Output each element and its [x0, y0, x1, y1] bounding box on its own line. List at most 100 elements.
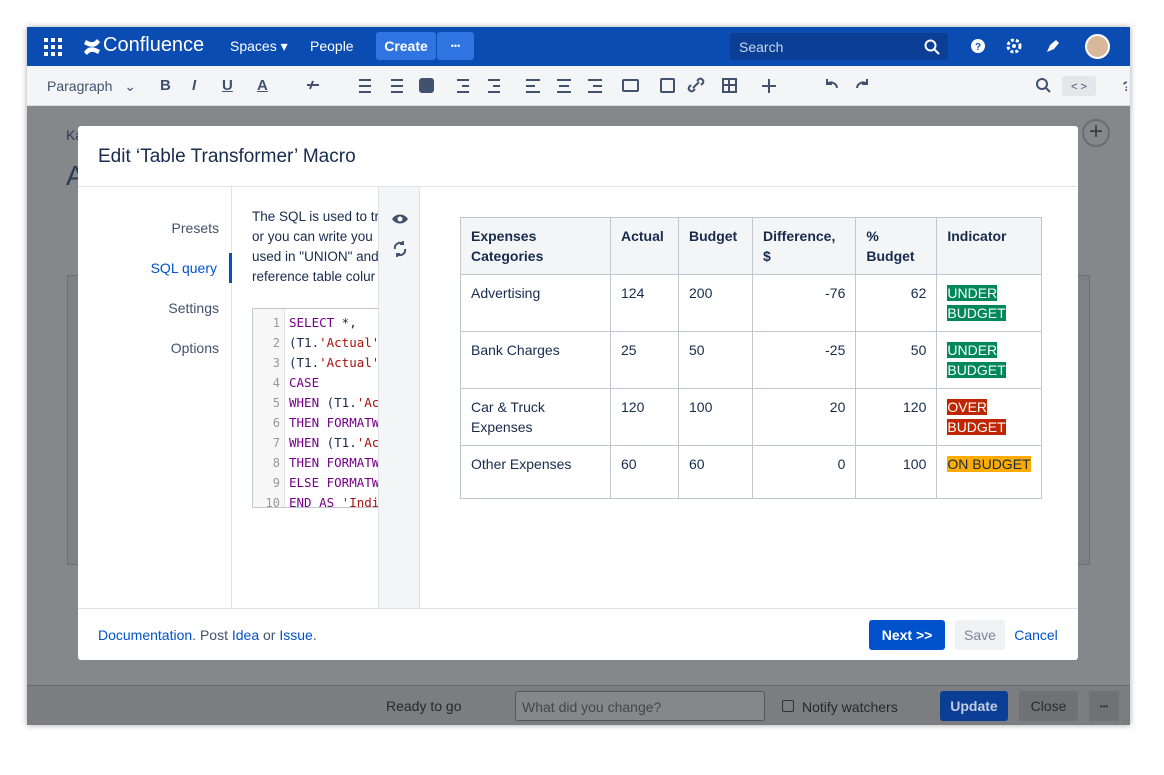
menu-item[interactable]: Options [170, 340, 219, 356]
create-button[interactable]: Create [376, 32, 436, 60]
close-button[interactable]: Close [1019, 691, 1078, 721]
preview-tools [378, 187, 420, 608]
logo-icon [84, 39, 100, 55]
underline-button[interactable]: U [222, 77, 233, 94]
menu-item[interactable]: Settings [168, 300, 219, 316]
line-number: 2 [272, 336, 280, 350]
table-cell: Advertising [460, 274, 611, 332]
header-cell: % Budget [855, 217, 938, 275]
code-token: FORMATW [319, 455, 378, 470]
create-more[interactable]: ••• [437, 32, 474, 60]
nav-spaces[interactable]: Spaces ▾ [230, 38, 288, 54]
footer-link[interactable]: Documentation [98, 627, 193, 643]
menu-item[interactable]: SQL query [151, 253, 232, 283]
table-row: Advertising 124 200 -76 62 UNDER BUDGET [460, 274, 1043, 332]
search-box[interactable]: Search [730, 33, 948, 60]
more-button[interactable]: ••• [1089, 691, 1119, 721]
table-row: Bank Charges 25 50 -25 50 UNDER BUDGET [460, 331, 1043, 389]
add-button[interactable]: + [1082, 119, 1110, 147]
code-text: END AS 'Indi [289, 493, 378, 508]
tool-icons[interactable] [391, 211, 409, 261]
description-line: reference table colur [252, 269, 376, 284]
table-cell: Other Expenses [460, 445, 611, 499]
app-switcher[interactable] [44, 38, 62, 56]
table-cell: -76 [751, 274, 857, 332]
status-badge: ON BUDGET [947, 456, 1031, 472]
footer-text: . [312, 627, 317, 643]
svg-text:< >: < > [1071, 81, 1087, 93]
notify-checkbox[interactable] [782, 700, 794, 712]
table-row: Other Expenses 60 60 0 100 ON BUDGET [460, 445, 1043, 499]
paragraph-select[interactable]: Paragraph ⌄ [47, 78, 137, 94]
code-token: 'Ac [356, 435, 378, 450]
code-line: 6 THEN FORMATW [253, 413, 378, 433]
macro-dialog: Edit ‘Table Transformer’ Macro Presets SQ… [78, 126, 1078, 660]
indicator-cell: UNDER BUDGET [936, 331, 1043, 389]
toolbar-icons[interactable]: < > ? [307, 76, 1127, 96]
code-token: ELSE [289, 475, 320, 490]
code-line: 1 SELECT *, [253, 313, 378, 333]
code-token: THEN [289, 415, 320, 430]
status: Ready to go [386, 698, 462, 714]
code-token: SELECT [289, 315, 335, 330]
line-number: 4 [272, 376, 280, 390]
table-cell: 62 [855, 274, 938, 332]
next-button[interactable]: Next >> [869, 620, 945, 650]
code-line: 10 END AS 'Indi [253, 493, 378, 508]
table-cell: 100 [678, 388, 753, 446]
line-number: 3 [272, 356, 280, 370]
table-cell: 100 [855, 445, 938, 499]
top-icons[interactable]: ? [970, 38, 1070, 56]
table-cell: 25 [610, 331, 679, 389]
cancel-button[interactable]: Cancel [1014, 627, 1058, 643]
code-token: (T1. [319, 395, 357, 410]
side-menu: Presets SQL query Settings Options [78, 187, 232, 608]
table-cell: 124 [610, 274, 679, 332]
code-token: WHEN [289, 395, 320, 410]
dialog-title: Edit ‘Table Transformer’ Macro [98, 146, 356, 167]
table-cell: 60 [678, 445, 753, 499]
header-cell: Difference, $ [751, 217, 857, 275]
nav-label: Spaces [230, 38, 277, 54]
update-button[interactable]: Update [940, 691, 1008, 721]
code-text: WHEN (T1.'Ac [289, 433, 378, 453]
menu-item[interactable]: Presets [171, 220, 219, 236]
code-token: 'Actual' [319, 355, 378, 370]
search-icon [924, 39, 940, 55]
change-input[interactable]: What did you change? [515, 691, 765, 721]
code-lines: 1 SELECT *, 2 (T1.'Actual' 3 (T1.'Actual' 4 CAS… [253, 313, 378, 508]
bold-button[interactable]: B [160, 77, 171, 94]
code-token: CASE [289, 375, 320, 390]
line-number: 10 [265, 496, 280, 508]
gutter [253, 309, 285, 507]
code-token: FORMATW [319, 475, 378, 490]
status-badge: OVER BUDGET [947, 399, 1006, 435]
code-token: FORMATW [319, 415, 378, 430]
svg-text:?: ? [1122, 78, 1127, 94]
code-token: *, [334, 315, 357, 330]
table-cell: 50 [855, 331, 938, 389]
code-token: 'Actual' [319, 335, 378, 350]
logo-text[interactable]: Confluence [103, 34, 205, 56]
code-line: 5 WHEN (T1.'Ac [253, 393, 378, 413]
nav-people[interactable]: People [310, 38, 354, 54]
footer-link[interactable]: Idea [231, 627, 260, 643]
color-button[interactable]: A [257, 77, 268, 94]
code-token: END AS [289, 495, 335, 508]
table-cell: Bank Charges [460, 331, 611, 389]
table-cell: -25 [751, 331, 857, 389]
code-line: 7 WHEN (T1.'Ac [253, 433, 378, 453]
footer-link[interactable]: Issue [279, 627, 313, 643]
bottom-bar: Ready to go What did you change? Notify … [27, 685, 1130, 725]
save-button[interactable]: Save [955, 620, 1005, 650]
line-number: 1 [272, 316, 280, 330]
indicator-cell: ON BUDGET [936, 445, 1043, 499]
search-placeholder: Search [739, 39, 784, 55]
italic-button[interactable]: I [192, 77, 197, 94]
code-text: ELSE FORMATW [289, 473, 378, 493]
code-text: CASE [289, 373, 319, 393]
line-number: 9 [272, 476, 280, 490]
code-line: 8 THEN FORMATW [253, 453, 378, 473]
avatar[interactable] [1085, 34, 1110, 59]
footer-links: Documentation. Post Idea or Issue. [98, 627, 317, 643]
